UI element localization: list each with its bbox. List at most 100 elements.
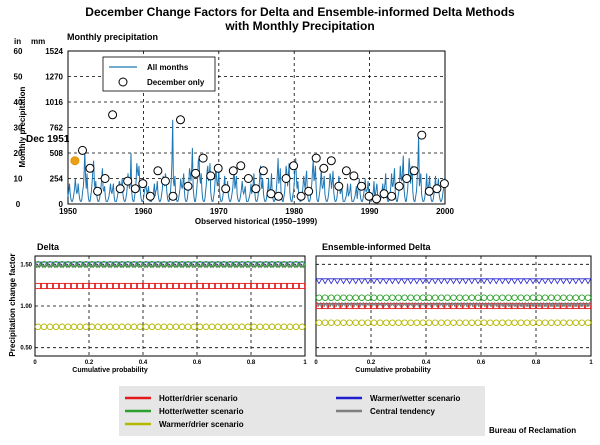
december-point: [379, 189, 389, 199]
circle-point: [431, 319, 439, 326]
y-tick-label: 1.00: [20, 304, 32, 310]
x-point: [328, 302, 334, 307]
square-point: [292, 282, 300, 290]
x-point: [95, 263, 101, 269]
circle-point: [358, 319, 366, 326]
december-point: [417, 130, 427, 140]
december-point: [311, 153, 321, 163]
december-point: [364, 191, 374, 201]
triangle-point: [321, 278, 329, 285]
triangle-point: [352, 278, 360, 285]
circle-point: [499, 319, 506, 326]
credit-label: Bureau of Reclamation: [489, 426, 576, 435]
square-point: [474, 302, 482, 310]
circle-point: [535, 294, 543, 301]
x-point: [239, 263, 245, 269]
december-point: [243, 174, 253, 183]
triangle-point: [456, 278, 464, 285]
x-point: [161, 263, 167, 269]
circle-point: [383, 319, 390, 326]
top-y-tick-in: 30: [14, 124, 23, 133]
x-point: [59, 263, 65, 269]
x-point: [83, 263, 89, 269]
triangle-point: [541, 278, 549, 285]
triangle-point: [584, 278, 592, 285]
square-point: [444, 302, 451, 310]
square-point: [88, 282, 96, 290]
top-x-tick-label: 2000: [436, 207, 454, 216]
circle-point: [298, 261, 306, 268]
x-point: [481, 302, 487, 307]
triangle-point: [376, 278, 384, 285]
x-point: [384, 302, 389, 307]
square-point: [124, 282, 132, 290]
circle-point: [425, 319, 433, 326]
x-point: [131, 263, 137, 269]
december-point: [123, 176, 133, 186]
circle-point: [327, 319, 335, 326]
square-point: [112, 282, 120, 290]
square-point: [432, 302, 439, 310]
x-point: [149, 263, 155, 269]
square-point: [578, 302, 585, 310]
triangle-point: [486, 278, 494, 285]
legend-hotter-wetter: Hotter/wetter scenario: [159, 407, 244, 416]
triangle-point: [358, 278, 366, 285]
x-point: [203, 263, 209, 269]
triangle-point: [468, 278, 476, 285]
legend-warmer-drier: Warmer/drier scenario: [159, 420, 244, 429]
square-point: [70, 282, 78, 290]
december-point: [108, 110, 118, 120]
top-y-tick-in: 50: [14, 73, 23, 82]
legend-hotter-drier: Hotter/drier scenario: [159, 394, 238, 403]
triangle-point: [578, 278, 586, 285]
circle-point: [413, 319, 421, 326]
circle-point: [584, 319, 592, 326]
december-point: [319, 163, 329, 173]
square-point: [256, 282, 264, 290]
x-point: [322, 302, 328, 307]
x-point: [347, 302, 352, 307]
triangle-point: [388, 278, 396, 285]
series-central-tendency: [35, 263, 305, 269]
circle-point: [468, 319, 476, 326]
december-point: [439, 179, 449, 189]
x-tick-label: 0: [314, 360, 318, 366]
x-tick-label: 0.8: [532, 360, 541, 366]
circle-point: [493, 319, 500, 326]
december-point: [206, 171, 216, 181]
square-point: [358, 302, 365, 310]
circle-point: [450, 294, 457, 301]
top-x-tick-label: 1980: [285, 207, 303, 216]
x-point: [579, 302, 585, 307]
circle-point: [340, 294, 347, 301]
square-point: [481, 302, 488, 310]
circle-point: [517, 294, 525, 301]
circle-point: [327, 294, 335, 301]
circle-point: [376, 294, 384, 301]
square-point: [238, 282, 246, 290]
december-point: [100, 174, 110, 183]
circle-point: [572, 319, 580, 326]
circle-point: [468, 294, 476, 301]
triangle-point: [370, 278, 378, 285]
x-point: [179, 263, 185, 269]
circle-point: [505, 319, 512, 326]
series-hotter-drier-scenario: [315, 302, 592, 310]
square-point: [232, 282, 240, 290]
square-point: [142, 282, 150, 290]
square-point: [34, 282, 42, 290]
x-point: [567, 302, 572, 307]
circle-point: [413, 294, 421, 301]
circle-point: [401, 294, 408, 301]
x-tick-label: 0.6: [477, 360, 486, 366]
december-point: [221, 184, 231, 194]
december-point: [70, 156, 80, 166]
x-point: [396, 302, 401, 307]
circle-point: [395, 319, 402, 326]
x-point: [197, 263, 203, 269]
december-point: [93, 186, 103, 196]
december-point: [258, 166, 268, 176]
square-point: [202, 282, 210, 290]
triangle-point: [340, 278, 347, 285]
